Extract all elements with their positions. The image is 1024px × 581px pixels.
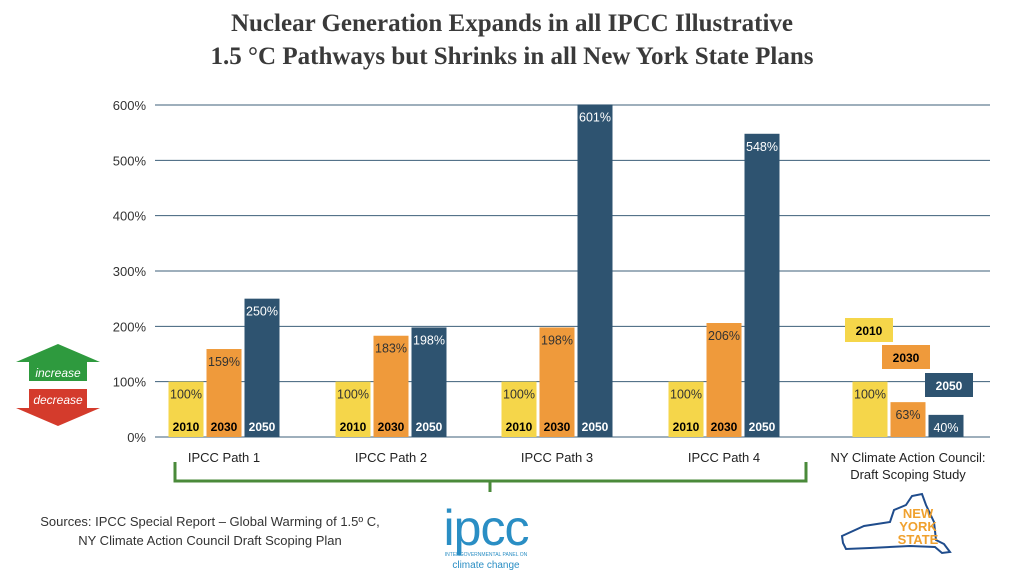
year-label: 2010 <box>673 420 700 434</box>
category-label: Draft Scoping Study <box>850 467 966 482</box>
bar-value-label: 206% <box>708 329 740 343</box>
chart-title-line-1: Nuclear Generation Expands in all IPCC I… <box>230 10 794 37</box>
bar-value-label: 100% <box>337 388 369 402</box>
bar <box>373 335 409 437</box>
year-label: 2030 <box>544 420 571 434</box>
ipcc-logo-subtext-2: climate change <box>452 560 520 571</box>
y-tick-label: 600% <box>113 98 147 113</box>
bar-value-label: 100% <box>503 388 535 402</box>
bar <box>668 381 704 437</box>
bar <box>577 104 613 438</box>
bar-value-label: 548% <box>746 140 778 154</box>
bar <box>501 381 537 437</box>
bar <box>244 298 280 437</box>
category-label: NY Climate Action Council: <box>830 450 985 465</box>
sources-line-2: NY Climate Action Council Draft Scoping … <box>78 533 342 548</box>
category-label: IPCC Path 3 <box>521 450 593 465</box>
bar-value-label: 100% <box>170 388 202 402</box>
decrease-arrow-icon <box>16 389 100 426</box>
category-label: IPCC Path 1 <box>188 450 260 465</box>
bar <box>539 327 575 437</box>
bar <box>335 381 371 437</box>
year-tag <box>925 373 973 397</box>
bar <box>168 381 204 437</box>
ipcc-bracket <box>173 462 808 492</box>
bar <box>411 327 447 437</box>
ipcc-logo-subtext-1: INTERGOVERNMENTAL PANEL ON <box>445 552 528 558</box>
bar-value-label: 198% <box>541 333 573 347</box>
category-label: IPCC Path 4 <box>688 450 760 465</box>
bar-value-label: 40% <box>933 421 958 435</box>
bar-value-label: 601% <box>579 110 611 124</box>
bar-value-label: 63% <box>895 408 920 422</box>
bar <box>744 133 780 438</box>
bar <box>206 349 242 437</box>
bar-value-label: 159% <box>208 355 240 369</box>
nys-logo-line-1: NEW <box>903 506 934 521</box>
year-tag-label: 2030 <box>893 351 920 365</box>
nys-logo-line-2: YORK <box>899 519 937 534</box>
bar-value-label: 183% <box>375 342 407 356</box>
bar-value-label: 198% <box>413 333 445 347</box>
year-label: 2050 <box>416 420 443 434</box>
year-label: 2010 <box>173 420 200 434</box>
sources-line-1: Sources: IPCC Special Report – Global Wa… <box>40 514 380 529</box>
year-label: 2030 <box>711 420 738 434</box>
year-label: 2050 <box>249 420 276 434</box>
year-label: 2030 <box>378 420 405 434</box>
year-label: 2010 <box>340 420 367 434</box>
year-label: 2050 <box>749 420 776 434</box>
year-label: 2030 <box>211 420 238 434</box>
nys-logo: NEW YORK STATE <box>840 492 952 555</box>
sources-note: Sources: IPCC Special Report – Global Wa… <box>20 512 400 550</box>
bar <box>852 381 888 437</box>
bar-value-label: 100% <box>854 388 886 402</box>
ipcc-logo: ipcc INTERGOVERNMENTAL PANEL ON climate … <box>444 500 530 571</box>
year-tag-label: 2010 <box>856 324 883 338</box>
nys-logo-line-3: STATE <box>898 532 939 547</box>
legend-decrease: decrease <box>16 389 100 426</box>
nys-map-icon <box>840 492 952 555</box>
ipcc-logo-text: ipcc <box>444 500 529 556</box>
bar <box>928 414 964 437</box>
legend-increase: increase <box>16 344 100 381</box>
bar <box>706 323 742 437</box>
category-label: IPCC Path 2 <box>355 450 427 465</box>
y-tick-label: 500% <box>113 153 147 168</box>
y-tick-label: 0% <box>127 430 146 445</box>
year-label: 2010 <box>506 420 533 434</box>
y-tick-label: 200% <box>113 319 147 334</box>
year-tag <box>845 318 893 342</box>
year-label: 2050 <box>582 420 609 434</box>
y-tick-label: 100% <box>113 375 147 390</box>
legend-increase-label: increase <box>35 366 81 380</box>
bar-value-label: 100% <box>670 388 702 402</box>
y-tick-label: 300% <box>113 264 147 279</box>
y-tick-label: 400% <box>113 209 147 224</box>
year-tag <box>882 345 930 369</box>
increase-arrow-icon <box>16 344 100 381</box>
legend-decrease-label: decrease <box>33 393 83 407</box>
bar <box>890 402 926 437</box>
chart-title-line-2: 1.5 °C Pathways but Shrinks in all New Y… <box>210 43 814 70</box>
year-tag-label: 2050 <box>936 379 963 393</box>
bar-value-label: 250% <box>246 305 278 319</box>
